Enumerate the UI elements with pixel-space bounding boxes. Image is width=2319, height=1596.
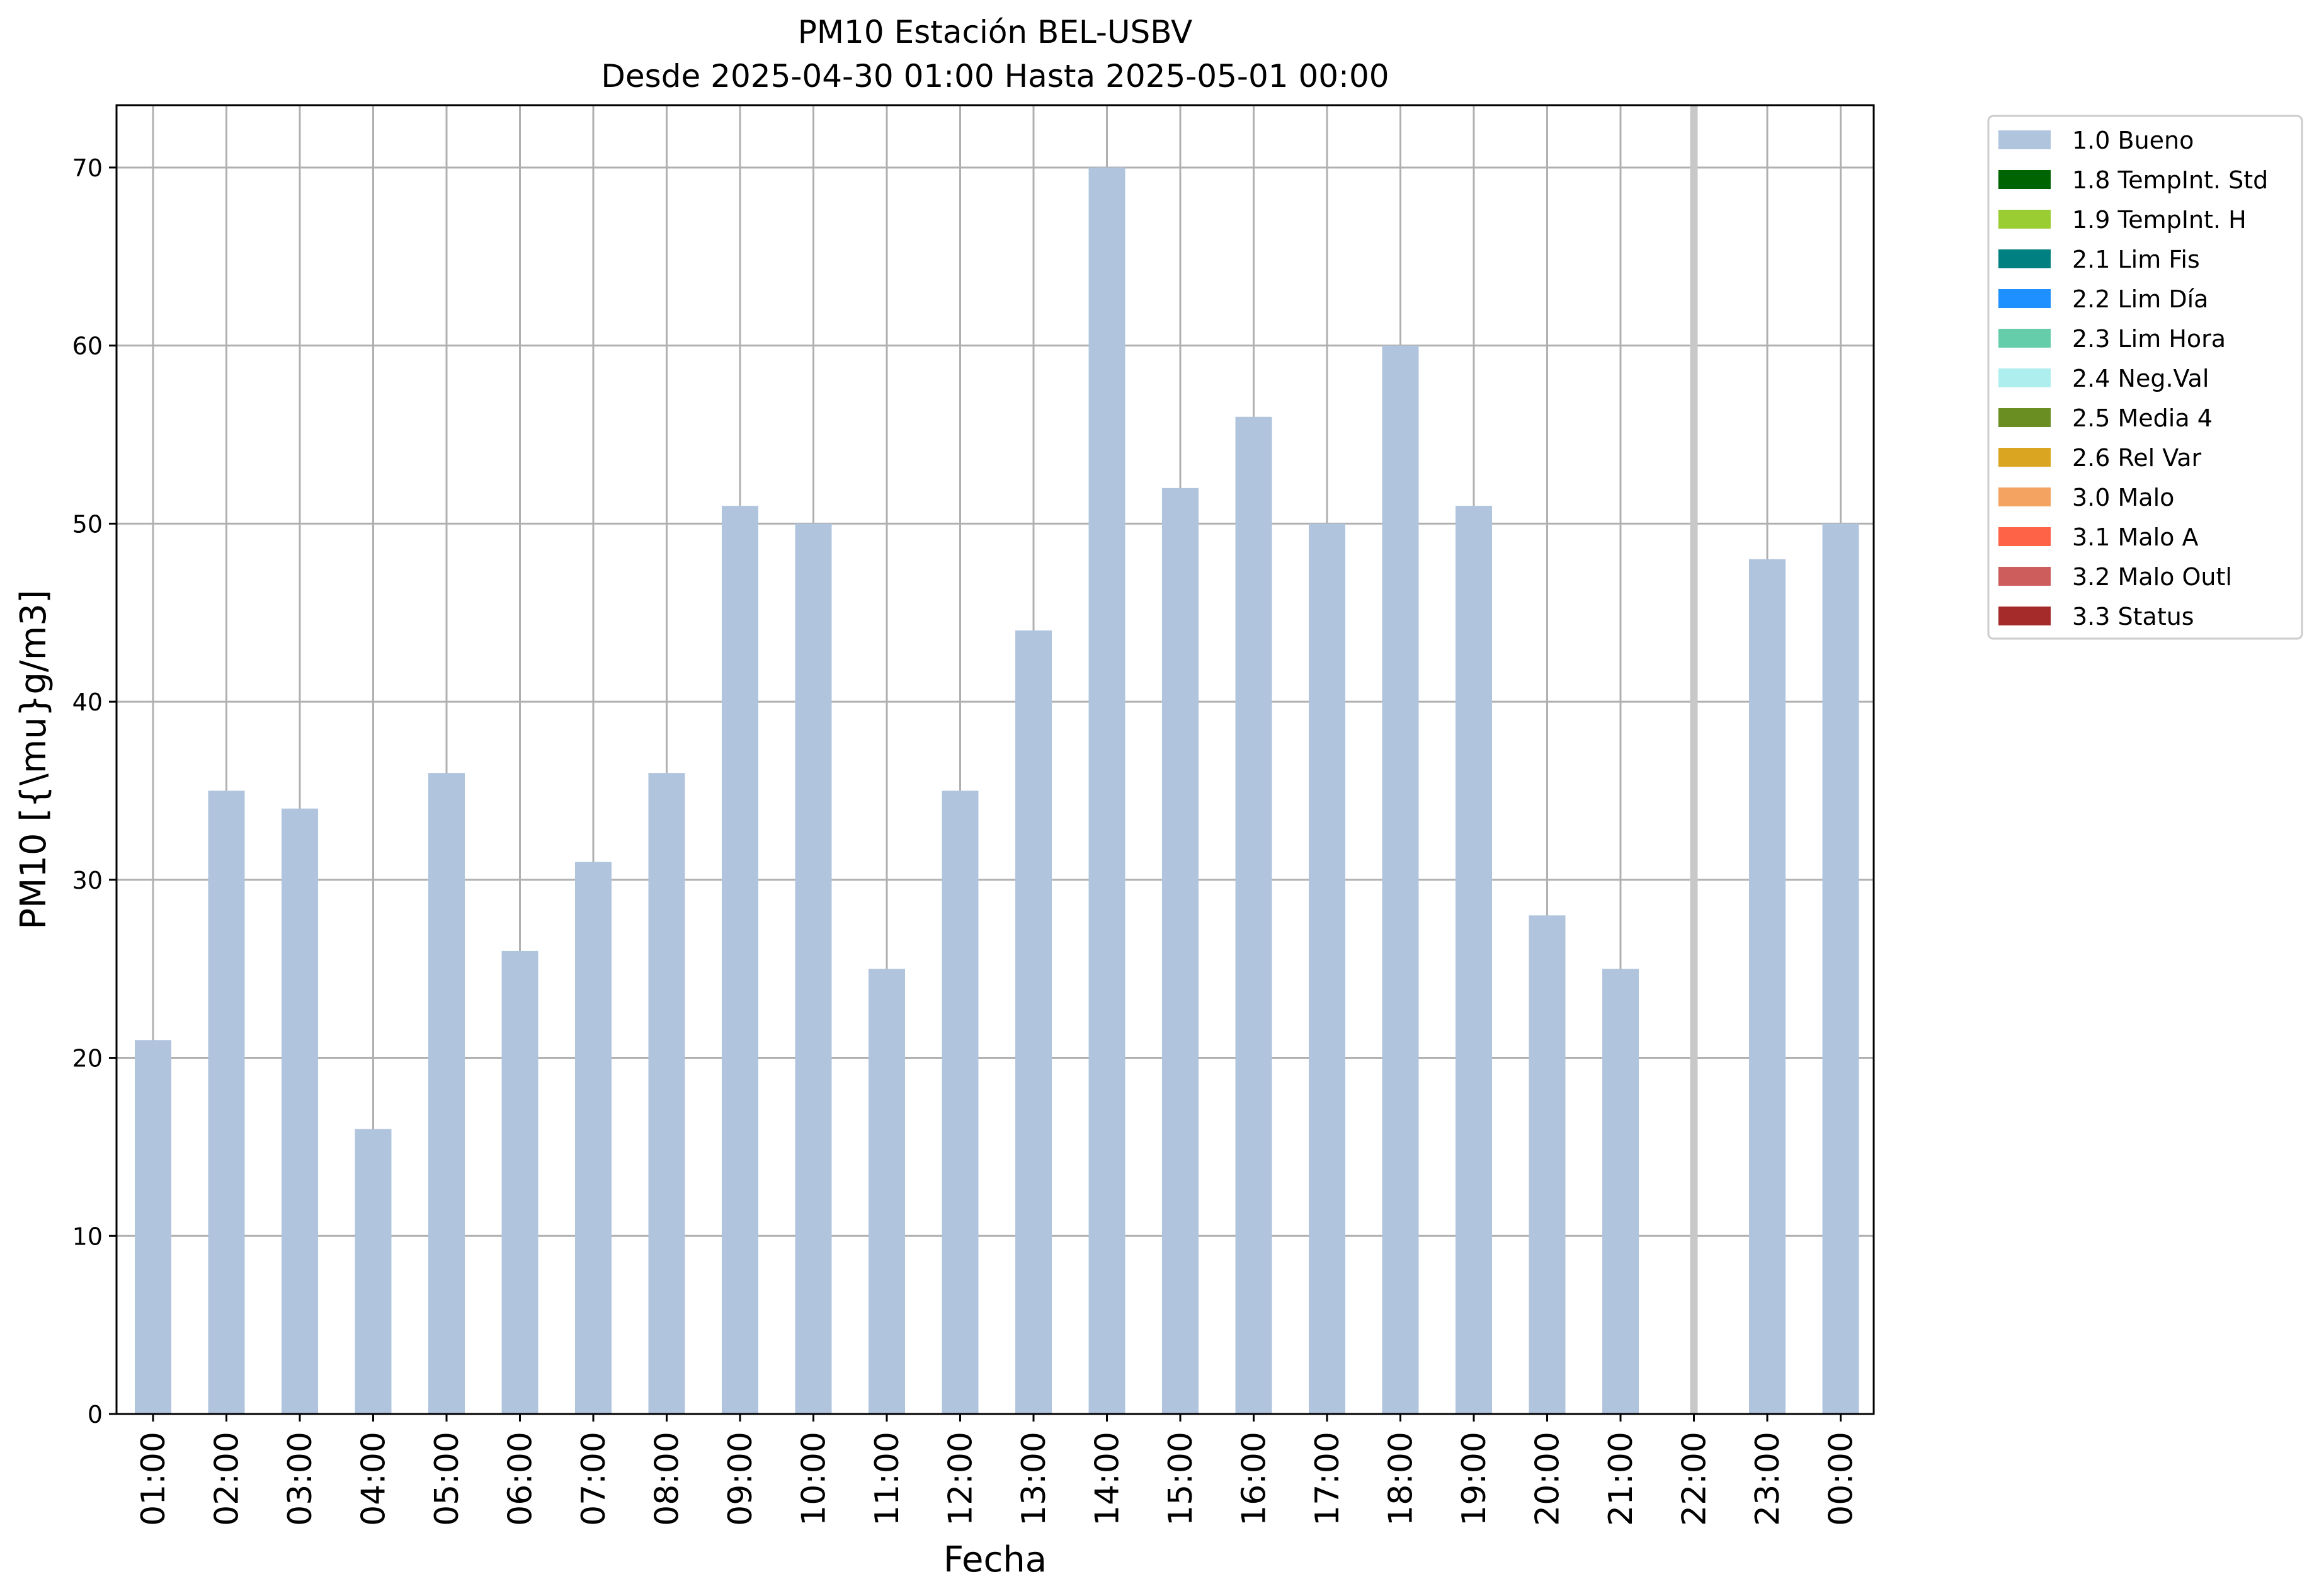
y-axis-ticks: 0 10 20 30 40 50 60 70 (72, 154, 117, 1428)
legend-label: 2.1 Lim Fis (2072, 246, 2200, 273)
legend-label: 2.3 Lim Hora (2072, 325, 2226, 353)
bar (869, 969, 905, 1414)
chart-subtitle: Desde 2025-04-30 01:00 Hasta 2025-05-01 … (601, 58, 1389, 94)
y-tick-label: 30 (72, 867, 103, 894)
x-axis-ticks: 01:00 02:00 03:00 04:00 05:00 06:00 07:00 08:00… (135, 1414, 1860, 1526)
x-tick-label: 03:00 (282, 1432, 319, 1526)
bar (1162, 487, 1199, 1414)
x-tick-label: 12:00 (942, 1432, 980, 1526)
bar (575, 862, 612, 1414)
bar (1235, 416, 1272, 1414)
y-tick-label: 60 (72, 333, 103, 360)
bar (501, 950, 538, 1414)
legend-swatch (1998, 607, 2051, 625)
y-tick-label: 50 (72, 510, 103, 538)
bar (355, 1129, 392, 1414)
y-axis-label: PM10 [{\mu}g/m3] (13, 590, 54, 930)
legend-label: 3.1 Malo A (2072, 523, 2198, 551)
bar (1529, 915, 1566, 1414)
x-tick-label: 23:00 (1749, 1432, 1787, 1526)
legend-swatch (1998, 527, 2051, 546)
legend-swatch (1998, 448, 2051, 467)
legend-label: 3.3 Status (2072, 603, 2194, 630)
legend-swatch (1998, 170, 2051, 189)
chart-title: PM10 Estación BEL-USBV (798, 14, 1192, 50)
bar (1015, 630, 1052, 1414)
legend-swatch (1998, 408, 2051, 427)
x-tick-label: 22:00 (1676, 1432, 1714, 1526)
legend-label: 2.6 Rel Var (2072, 444, 2202, 472)
bar (942, 790, 979, 1414)
x-tick-label: 14:00 (1089, 1432, 1127, 1526)
bar (282, 808, 318, 1414)
y-tick-label: 0 (88, 1401, 103, 1428)
legend-swatch (1998, 567, 2051, 586)
x-axis-label: Fecha (943, 1539, 1047, 1580)
bar (1602, 969, 1639, 1414)
legend-label: 2.4 Neg.Val (2072, 365, 2209, 392)
bar (1822, 523, 1859, 1414)
plot-frame (115, 104, 1875, 1415)
legend-swatch (1998, 368, 2051, 387)
x-tick-label: 04:00 (355, 1432, 393, 1526)
legend-swatch (1998, 289, 2051, 308)
x-tick-label: 11:00 (869, 1432, 906, 1526)
y-tick-label: 10 (72, 1223, 103, 1250)
x-tick-label: 00:00 (1823, 1432, 1860, 1526)
x-tick-label: 05:00 (428, 1432, 466, 1526)
legend-box (1987, 115, 2303, 640)
bar (1088, 167, 1125, 1414)
legend-label: 1.0 Bueno (2072, 127, 2194, 154)
bar (795, 523, 832, 1414)
x-tick-label: 06:00 (502, 1432, 540, 1526)
x-tick-label: 02:00 (208, 1432, 246, 1526)
legend-label: 3.2 Malo Outl (2072, 563, 2232, 591)
x-tick-label: 16:00 (1236, 1432, 1273, 1526)
legend-label: 3.0 Malo (2072, 484, 2174, 511)
bar (1749, 559, 1786, 1415)
legend-swatch (1998, 130, 2051, 149)
bar (428, 773, 465, 1414)
y-tick-label: 70 (72, 154, 103, 182)
x-tick-label: 17:00 (1309, 1432, 1347, 1526)
bar (648, 773, 685, 1414)
bar (1309, 523, 1345, 1414)
legend-label: 1.9 TempInt. H (2072, 206, 2247, 234)
bar (1382, 345, 1419, 1414)
bar (722, 506, 758, 1414)
bars (135, 167, 1859, 1415)
x-tick-label: 15:00 (1162, 1432, 1200, 1526)
x-tick-label: 13:00 (1015, 1432, 1053, 1526)
x-tick-label: 01:00 (135, 1432, 173, 1526)
legend-swatch (1998, 487, 2051, 506)
bar (208, 790, 245, 1414)
legend-label: 1.8 TempInt. Std (2072, 166, 2268, 194)
x-tick-label: 09:00 (722, 1432, 760, 1526)
x-tick-label: 18:00 (1382, 1432, 1420, 1526)
bar (135, 1040, 171, 1414)
legend-swatch (1998, 249, 2051, 268)
x-tick-label: 20:00 (1529, 1432, 1567, 1526)
x-tick-label: 10:00 (795, 1432, 833, 1526)
y-tick-label: 40 (72, 688, 103, 716)
x-tick-label: 21:00 (1602, 1432, 1640, 1526)
x-tick-label: 07:00 (575, 1432, 613, 1526)
bar (1456, 506, 1492, 1414)
legend-swatch (1998, 210, 2051, 229)
legend-label: 2.5 Media 4 (2072, 404, 2213, 432)
legend-swatch (1998, 329, 2051, 348)
x-tick-label: 19:00 (1456, 1432, 1493, 1526)
x-tick-label: 08:00 (649, 1432, 687, 1526)
legend-label: 2.2 Lim Día (2072, 285, 2208, 313)
legend: 1.0 Bueno 1.8 TempInt. Std 1.9 TempInt. H 2… (1987, 115, 2303, 640)
y-tick-label: 20 (72, 1045, 103, 1073)
